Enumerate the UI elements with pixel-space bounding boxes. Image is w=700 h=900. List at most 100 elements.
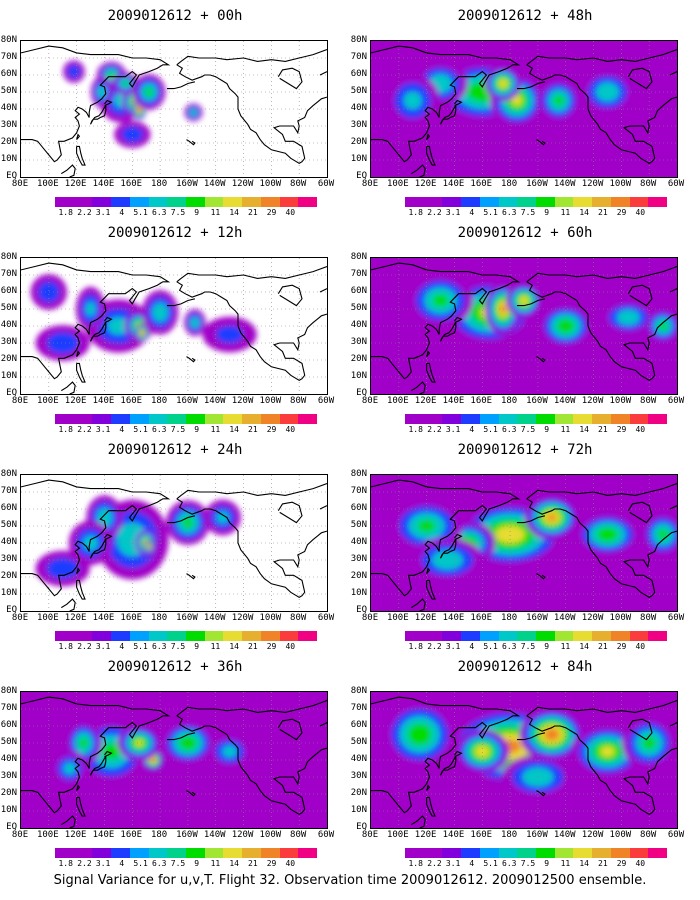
- colorbar-swatch: [148, 197, 168, 207]
- colorbar-label: 21: [598, 425, 608, 434]
- colorbar-label: 3.1: [445, 208, 461, 217]
- colorbar-swatch: [479, 848, 499, 858]
- coastline: [186, 139, 196, 146]
- colorbar-swatch: [405, 197, 424, 207]
- coastline: [454, 750, 463, 758]
- lat-label: EQ: [356, 388, 367, 398]
- lon-label: 140E: [92, 613, 115, 623]
- lon-label: 160E: [120, 830, 143, 840]
- colorbar-swatch: [629, 848, 649, 858]
- colorbar-swatch: [442, 631, 462, 641]
- colorbar-swatch: [629, 197, 649, 207]
- lon-label: 180: [150, 179, 168, 189]
- colorbar-label: 1.8: [58, 859, 73, 868]
- panel-title: 2009012612 + 36h: [107, 659, 243, 675]
- colorbar-label: 2.2: [77, 859, 92, 868]
- colorbar-label: 6.3: [502, 425, 517, 434]
- colorbar-label: 11: [210, 208, 221, 217]
- colorbar-swatch: [186, 848, 205, 858]
- colorbar-swatch: [223, 631, 243, 641]
- colorbar-label: 14: [579, 425, 589, 434]
- lon-label: 120E: [414, 179, 437, 189]
- colorbar-swatch: [167, 848, 187, 858]
- coastline: [76, 784, 81, 791]
- colorbar-swatch: [129, 414, 149, 424]
- colorbar-label: 40: [285, 425, 296, 434]
- coastline: [21, 45, 171, 163]
- colorbar-label: 9: [194, 425, 200, 434]
- colorbar: [55, 848, 318, 858]
- lon-label: 80E: [361, 179, 379, 189]
- colorbar-label: 40: [285, 859, 296, 868]
- colorbar-label: 11: [560, 208, 571, 217]
- lon-label: 160E: [120, 179, 143, 189]
- colorbar-swatch: [260, 631, 280, 641]
- lon-label: 100W: [609, 179, 632, 189]
- map-panel-6: 2009012612 + 72h 80N 70N 60N 50N 40N 30N 20N 10N…: [350, 434, 700, 651]
- coastline: [186, 790, 196, 797]
- colorbar-label: 2.2: [427, 859, 442, 868]
- coastline: [104, 316, 113, 324]
- lat-label: 50N: [350, 737, 367, 747]
- colorbar-label: 4: [469, 425, 475, 434]
- coastline: [426, 784, 431, 791]
- colorbar-label: 7.5: [520, 208, 536, 217]
- map-frame: [370, 474, 678, 612]
- colorbar-swatch: [167, 414, 187, 424]
- variance-field: [383, 701, 677, 800]
- coastline: [76, 133, 81, 140]
- colorbar-label: 6.3: [502, 859, 517, 868]
- lon-label: 120E: [64, 396, 87, 406]
- lon-label: 120E: [64, 613, 87, 623]
- lat-label: 40N: [0, 537, 17, 547]
- lon-label: 120W: [231, 830, 254, 840]
- lon-label: 100E: [36, 179, 59, 189]
- lat-label: 40N: [350, 103, 367, 113]
- lat-label: 50N: [0, 303, 17, 313]
- colorbar-swatch: [517, 414, 537, 424]
- lat-label: 30N: [0, 771, 17, 781]
- lat-label: EQ: [356, 605, 367, 615]
- coastline: [319, 722, 327, 727]
- lat-label: 10N: [350, 805, 367, 815]
- coastline: [176, 265, 327, 283]
- lon-label: 120W: [231, 396, 254, 406]
- colorbar-swatch: [648, 414, 668, 424]
- lat-label: 60N: [350, 69, 367, 79]
- variance-field: [408, 274, 677, 349]
- lat-label: 10N: [350, 588, 367, 598]
- lat-label: 20N: [350, 788, 367, 798]
- colorbar-label: 6.3: [502, 642, 517, 651]
- lon-label: 100E: [386, 396, 409, 406]
- lon-label: 180: [500, 613, 518, 623]
- colorbar-swatch: [242, 631, 261, 641]
- colorbar-swatch: [423, 848, 443, 858]
- lat-label: 70N: [350, 486, 367, 496]
- lon-label: 160E: [120, 613, 143, 623]
- coastline: [517, 515, 546, 524]
- colorbar-label: 7.5: [520, 859, 536, 868]
- lon-label: 160W: [176, 396, 198, 406]
- lon-label: 60W: [317, 830, 335, 840]
- lat-label: 70N: [0, 269, 17, 279]
- colorbar-swatch: [536, 631, 555, 641]
- lon-label: 180: [500, 179, 518, 189]
- coastline: [454, 316, 463, 324]
- lat-label: 80N: [350, 686, 367, 696]
- colorbar-swatch: [498, 414, 518, 424]
- lon-label: 80W: [640, 830, 657, 840]
- lon-label: 100E: [36, 830, 59, 840]
- lon-label: 120E: [64, 830, 87, 840]
- colorbar-swatch: [517, 848, 537, 858]
- colorbar-label: 9: [544, 642, 550, 651]
- figure-caption: Signal Variance for u,v,T. Flight 32. Ob…: [53, 873, 647, 888]
- colorbar-swatch: [260, 848, 280, 858]
- lon-label: 120E: [414, 830, 437, 840]
- colorbar-swatch: [92, 414, 112, 424]
- colorbar-label: 40: [285, 642, 296, 651]
- lat-label: 70N: [0, 703, 17, 713]
- coastline: [426, 350, 431, 357]
- lat-label: 80N: [350, 469, 367, 479]
- lon-label: 100E: [386, 830, 409, 840]
- lon-label: 120W: [581, 396, 604, 406]
